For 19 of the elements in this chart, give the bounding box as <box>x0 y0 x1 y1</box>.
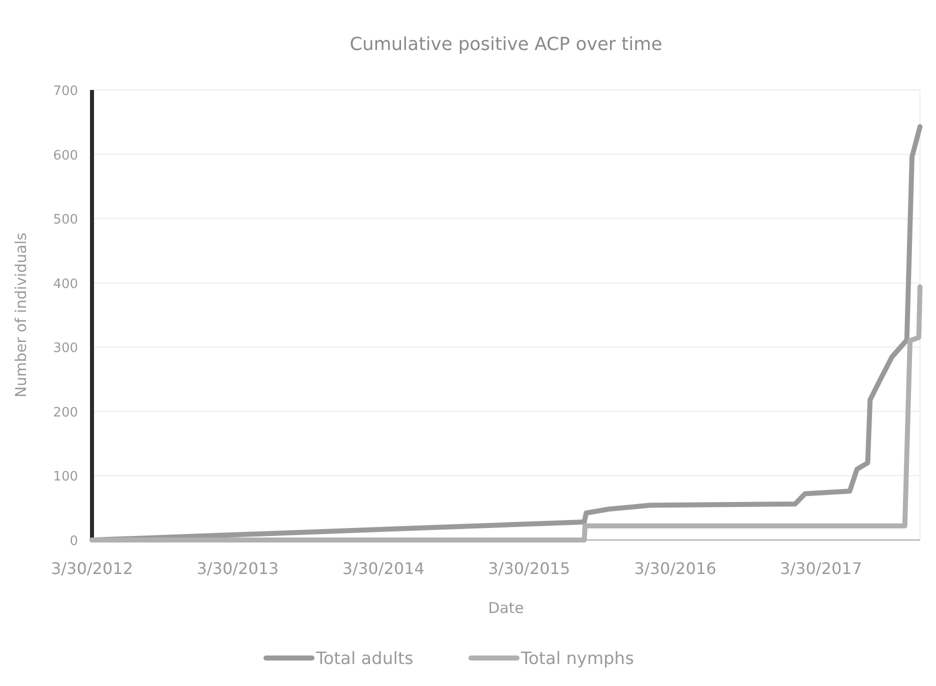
y-tick-label: 500 <box>53 212 78 228</box>
x-tick-label: 3/30/2017 <box>780 559 862 578</box>
x-tick-label: 3/30/2014 <box>342 559 424 578</box>
y-tick-label: 0 <box>70 534 78 549</box>
x-tick-label: 3/30/2016 <box>634 559 716 578</box>
y-tick-label: 100 <box>53 470 78 485</box>
y-tick-label: 700 <box>53 84 78 99</box>
x-tick-label: 3/30/2015 <box>488 559 570 578</box>
x-axis-title: Date <box>488 599 524 617</box>
x-tick-label: 3/30/2012 <box>50 559 134 578</box>
y-tick-label: 300 <box>53 341 78 356</box>
y-axis-title: Number of individuals <box>12 232 30 398</box>
chart-title: Cumulative positive ACP over time <box>350 34 662 55</box>
y-tick-label: 200 <box>53 405 78 420</box>
x-tick-label: 3/30/2013 <box>196 559 279 578</box>
legend-label: Total nymphs <box>520 649 634 669</box>
legend-label: Total adults <box>315 649 414 669</box>
y-tick-label: 400 <box>53 276 78 292</box>
y-tick-label: 600 <box>53 148 78 164</box>
